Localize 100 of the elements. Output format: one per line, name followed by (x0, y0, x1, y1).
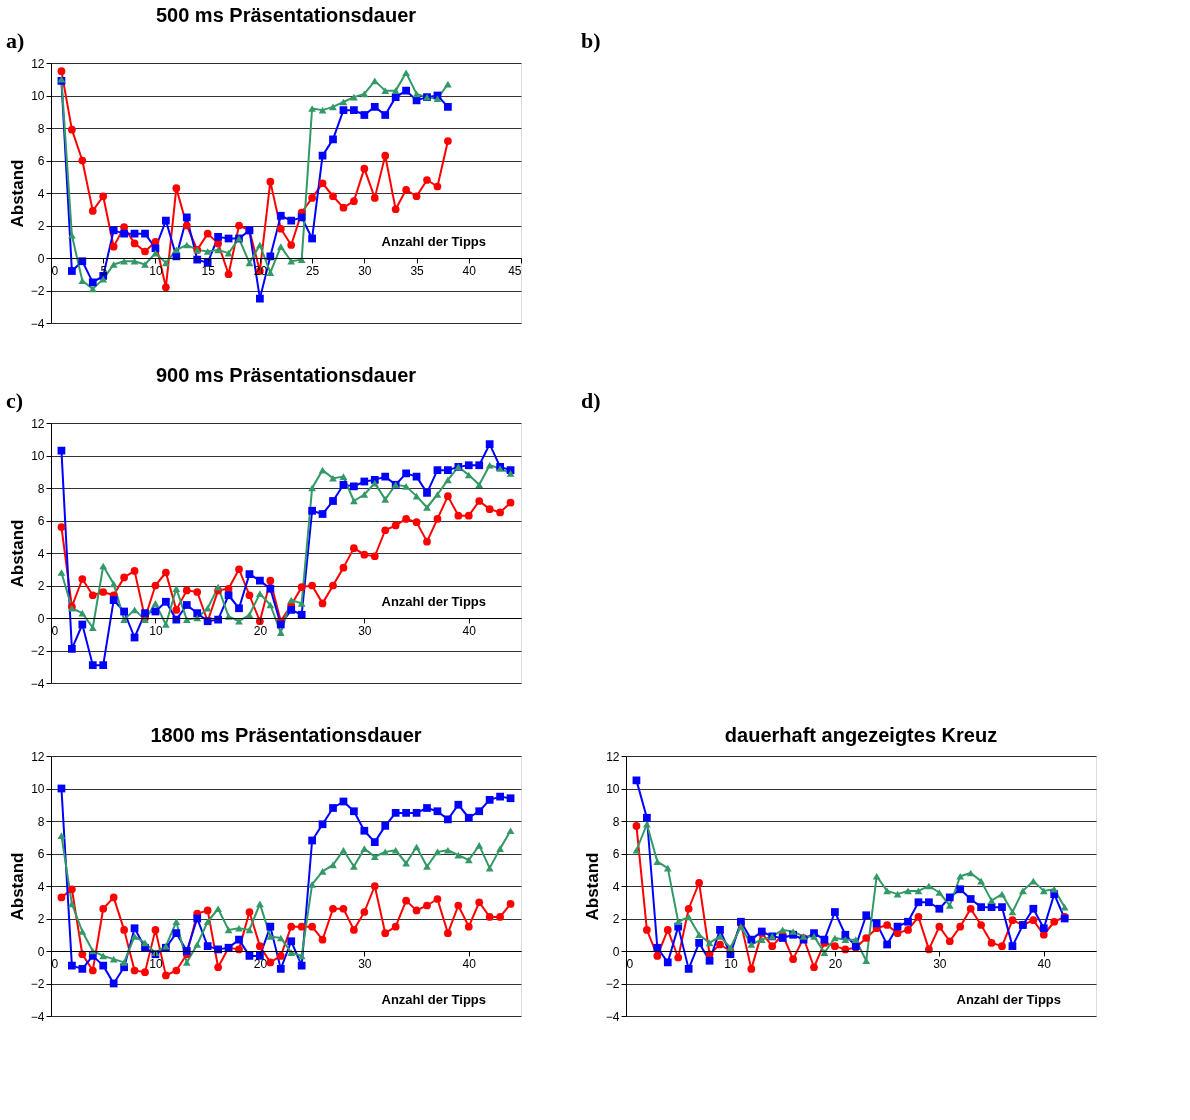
point (904, 887, 912, 895)
text: a) (6, 28, 25, 53)
point (214, 233, 222, 241)
point (256, 294, 264, 303)
point (851, 936, 860, 943)
point (151, 581, 160, 590)
point (506, 900, 515, 908)
y-tick-label: 6 (37, 154, 45, 168)
point (141, 939, 149, 947)
point (141, 247, 149, 256)
point (235, 945, 243, 954)
point (841, 936, 850, 943)
point (684, 913, 693, 921)
point (872, 872, 881, 880)
point (695, 939, 703, 947)
point (318, 935, 327, 944)
point (182, 586, 191, 595)
point (350, 106, 358, 114)
point (370, 194, 379, 202)
point (78, 965, 87, 973)
point (872, 919, 881, 928)
point (485, 440, 494, 448)
point (120, 223, 128, 231)
point (57, 523, 66, 531)
point (214, 905, 222, 913)
point (276, 211, 285, 220)
y-tick-label: 2 (37, 219, 45, 233)
point (643, 820, 651, 828)
point (297, 583, 306, 591)
point (945, 937, 954, 946)
point (402, 896, 410, 905)
point (339, 106, 348, 114)
point (747, 941, 756, 948)
point (391, 93, 400, 101)
point (308, 836, 316, 845)
point (1050, 885, 1059, 893)
point (831, 934, 839, 942)
point (705, 956, 714, 965)
point (956, 872, 965, 880)
point (737, 923, 745, 930)
point (78, 156, 87, 165)
point (653, 952, 662, 960)
point (391, 809, 400, 817)
x-tick-label: 30 (358, 956, 372, 971)
x-tick-label: 20 (828, 956, 843, 971)
point (109, 242, 118, 251)
point (109, 893, 118, 902)
point (130, 924, 139, 933)
chart-title: 900 ms Präsentationsdauer (155, 364, 417, 386)
y-tick-label: −4 (30, 676, 45, 691)
y-tick-label: 8 (37, 121, 45, 136)
y-tick-label: 12 (606, 749, 620, 764)
chart-title: 1800 ms Präsentationsdauer (150, 724, 422, 746)
point (266, 576, 275, 585)
point (370, 882, 379, 890)
point (444, 137, 452, 145)
point (956, 885, 965, 894)
point (224, 270, 233, 279)
point (78, 575, 87, 583)
point (370, 838, 379, 846)
point (78, 928, 87, 935)
point (182, 947, 191, 955)
point (674, 953, 683, 962)
point (318, 179, 327, 188)
point (203, 604, 212, 612)
point (716, 933, 724, 940)
point (360, 826, 369, 835)
point (485, 461, 494, 469)
point (297, 610, 306, 619)
point (423, 504, 431, 511)
x-tick-label: 45 (508, 263, 522, 278)
point (350, 926, 358, 934)
x-tick-label: 0 (626, 956, 634, 971)
x-tick-label: 0 (51, 956, 59, 971)
point (350, 863, 358, 870)
point (987, 897, 996, 904)
point (68, 961, 76, 970)
point (684, 904, 693, 913)
point (339, 563, 348, 572)
point (297, 213, 306, 222)
point (287, 937, 296, 946)
y-tick-label: 6 (37, 847, 45, 861)
point (778, 934, 787, 942)
point (308, 105, 316, 112)
y-tick-label: 8 (37, 814, 45, 829)
point (496, 792, 504, 801)
point (444, 476, 452, 484)
point (381, 496, 390, 503)
point (674, 918, 683, 926)
point (182, 213, 191, 222)
point (370, 103, 379, 111)
point (308, 194, 316, 202)
point (381, 87, 390, 94)
point (151, 600, 160, 607)
point (214, 246, 222, 254)
point (99, 952, 108, 960)
point (370, 552, 379, 561)
point (402, 69, 410, 77)
y-tick-label: 2 (37, 912, 45, 926)
point (120, 573, 128, 582)
